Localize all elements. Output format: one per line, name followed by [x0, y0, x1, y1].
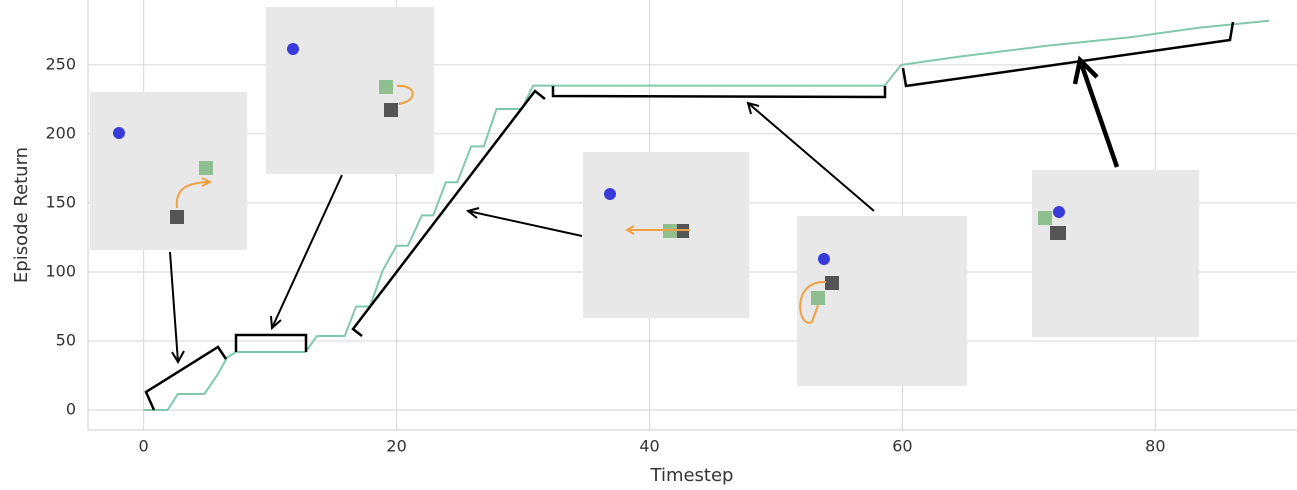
- bracket: [234, 333, 308, 352]
- arrows: [169, 55, 1120, 365]
- x-axis-label: Timestep: [650, 465, 734, 486]
- inset: [90, 92, 247, 250]
- bracket: [351, 89, 546, 337]
- y-tick-label: 200: [45, 123, 76, 142]
- y-axis-label: Episode Return: [11, 147, 32, 283]
- x-tick-label: 0: [139, 437, 149, 456]
- x-tick-label: 20: [386, 437, 406, 456]
- y-tick-label: 0: [66, 399, 76, 418]
- x-tick-label: 40: [639, 437, 659, 456]
- inset: [266, 7, 434, 174]
- y-tick-label: 150: [45, 192, 76, 211]
- inset: [583, 152, 749, 318]
- x-tick-label: 80: [1145, 437, 1165, 456]
- inset: [1032, 170, 1199, 337]
- y-tick-label: 100: [45, 261, 76, 280]
- line: [143, 19, 1270, 411]
- y-tick-label: 50: [56, 330, 76, 349]
- bracket: [551, 86, 887, 99]
- x-tick-label: 60: [892, 437, 912, 456]
- inset: [797, 216, 967, 386]
- y-tick-label: 250: [45, 54, 76, 73]
- bracket: [144, 345, 228, 411]
- bracket: [901, 21, 1235, 88]
